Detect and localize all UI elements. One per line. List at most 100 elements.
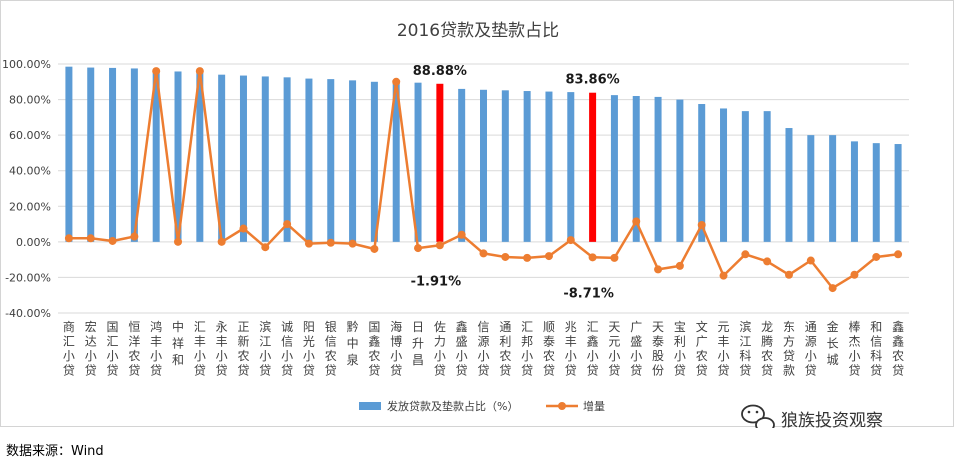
line-point (784, 270, 793, 279)
bar (196, 72, 204, 242)
chart-svg: 2016贷款及垫款占比 -40.00% -20.00% 0.00% 20.00% 40.… (2, 21, 909, 428)
line-point (435, 241, 444, 250)
y-tick-label: 60.00% (9, 129, 51, 142)
x-category-label: 诚信小贷 (281, 320, 293, 378)
x-axis-categories: 商汇小贷宏达小贷国汇小贷恒洋农贷鸿丰小贷中祥和汇丰小贷永丰小贷正新农贷滨江小贷诚… (63, 319, 904, 378)
x-category-label: 兆丰小贷 (565, 320, 577, 378)
line-point (457, 230, 466, 239)
x-category-label: 海博小贷 (390, 319, 402, 378)
y-axis: -40.00% -20.00% 0.00% 20.00% 40.00% 60.00% 80.… (2, 58, 51, 320)
x-category-label: 永丰小贷 (216, 320, 228, 378)
line-point (64, 234, 73, 243)
bar (676, 99, 684, 242)
y-tick-label: 20.00% (9, 200, 51, 213)
line-point (806, 256, 815, 265)
bar (152, 70, 160, 242)
line-point (304, 239, 313, 248)
bar (610, 95, 618, 242)
bar (218, 74, 226, 242)
line-point (501, 252, 510, 261)
x-category-label: 通源小贷 (805, 320, 817, 378)
x-category-label: 龙腾农贷 (761, 320, 773, 378)
y-tick-label: 0.00% (16, 236, 51, 249)
line-point (544, 252, 553, 261)
y-tick-label: -20.00% (5, 271, 51, 284)
bar (239, 75, 247, 242)
bar-highlight (436, 83, 444, 242)
x-category-label: 宝利小贷 (674, 320, 686, 378)
legend-bar-label: 发放贷款及垫款占比（%） (387, 399, 518, 413)
x-category-label: 天泰股份 (652, 320, 664, 378)
line-point (414, 244, 423, 253)
line-point (828, 284, 837, 293)
line-point (872, 252, 881, 261)
bar (545, 91, 553, 242)
line-point (239, 224, 248, 233)
bar (392, 82, 400, 242)
x-category-label: 汇鑫小贷 (587, 320, 599, 378)
x-category-label: 国汇小贷 (107, 320, 119, 378)
bar (872, 143, 880, 242)
bar (785, 128, 793, 242)
data-label: 83.86% (566, 73, 620, 88)
x-category-label: 元丰小贷 (718, 320, 730, 378)
x-category-label: 宏达小贷 (85, 319, 97, 378)
x-category-label: 通利农贷 (499, 320, 511, 378)
bar (523, 91, 531, 242)
line-point (566, 236, 575, 245)
x-category-label: 文广农贷 (696, 319, 708, 378)
bar (283, 77, 291, 242)
bar-series (65, 66, 902, 242)
bar (807, 135, 815, 242)
chart-frame: 2016贷款及垫款占比 -40.00% -20.00% 0.00% 20.00% 40.… (0, 0, 954, 428)
line-point (741, 250, 750, 259)
line-point (523, 253, 532, 262)
line-point (719, 271, 728, 280)
y-tick-label: 80.00% (9, 94, 51, 107)
x-category-label: 东方贷款 (783, 320, 795, 378)
bar-highlight (589, 92, 597, 242)
line-point (654, 265, 663, 274)
bar (65, 66, 73, 242)
bar (632, 96, 640, 242)
bar (480, 89, 487, 242)
line-point (894, 250, 903, 259)
line-point (152, 67, 161, 76)
x-category-label: 阳光小贷 (303, 320, 315, 378)
x-category-label: 滨江小贷 (259, 319, 271, 378)
x-category-label: 滨江科贷 (739, 319, 751, 378)
legend-line-marker (558, 402, 566, 410)
x-category-label: 和信科贷 (870, 320, 882, 378)
x-category-label: 中祥和 (172, 319, 184, 367)
bar (850, 141, 858, 242)
data-label: -8.71% (563, 286, 614, 301)
legend[interactable]: 发放贷款及垫款占比（%） 增量 (359, 399, 605, 413)
line-point (632, 217, 641, 226)
wechat-logo-icon (741, 404, 775, 428)
legend-bar-swatch (359, 402, 381, 410)
bar (261, 76, 269, 242)
line-point (261, 243, 270, 252)
data-source-note: 数据来源：Wind (6, 444, 104, 459)
line-point (479, 249, 488, 258)
bar (349, 80, 357, 242)
bar (763, 111, 771, 242)
x-category-label: 棒杰小贷 (848, 320, 860, 378)
bar (894, 144, 902, 242)
watermark: 狼族投资观察 (741, 404, 883, 428)
x-category-label: 汇丰小贷 (194, 320, 206, 378)
line-point (283, 220, 292, 229)
bar (501, 90, 509, 242)
data-label: 88.88% (413, 64, 467, 79)
line-point (195, 67, 204, 76)
x-category-label: 黔中泉 (347, 319, 359, 367)
bar (654, 96, 662, 242)
y-tick-label: 100.00% (2, 58, 51, 71)
line-point (697, 220, 706, 229)
x-category-label: 鑫鑫农贷 (892, 319, 904, 378)
bar (327, 79, 335, 242)
line-point (392, 77, 401, 86)
line-point (108, 236, 117, 245)
x-category-label: 广盛小贷 (630, 320, 642, 378)
x-category-label: 鸿丰小贷 (150, 320, 162, 378)
